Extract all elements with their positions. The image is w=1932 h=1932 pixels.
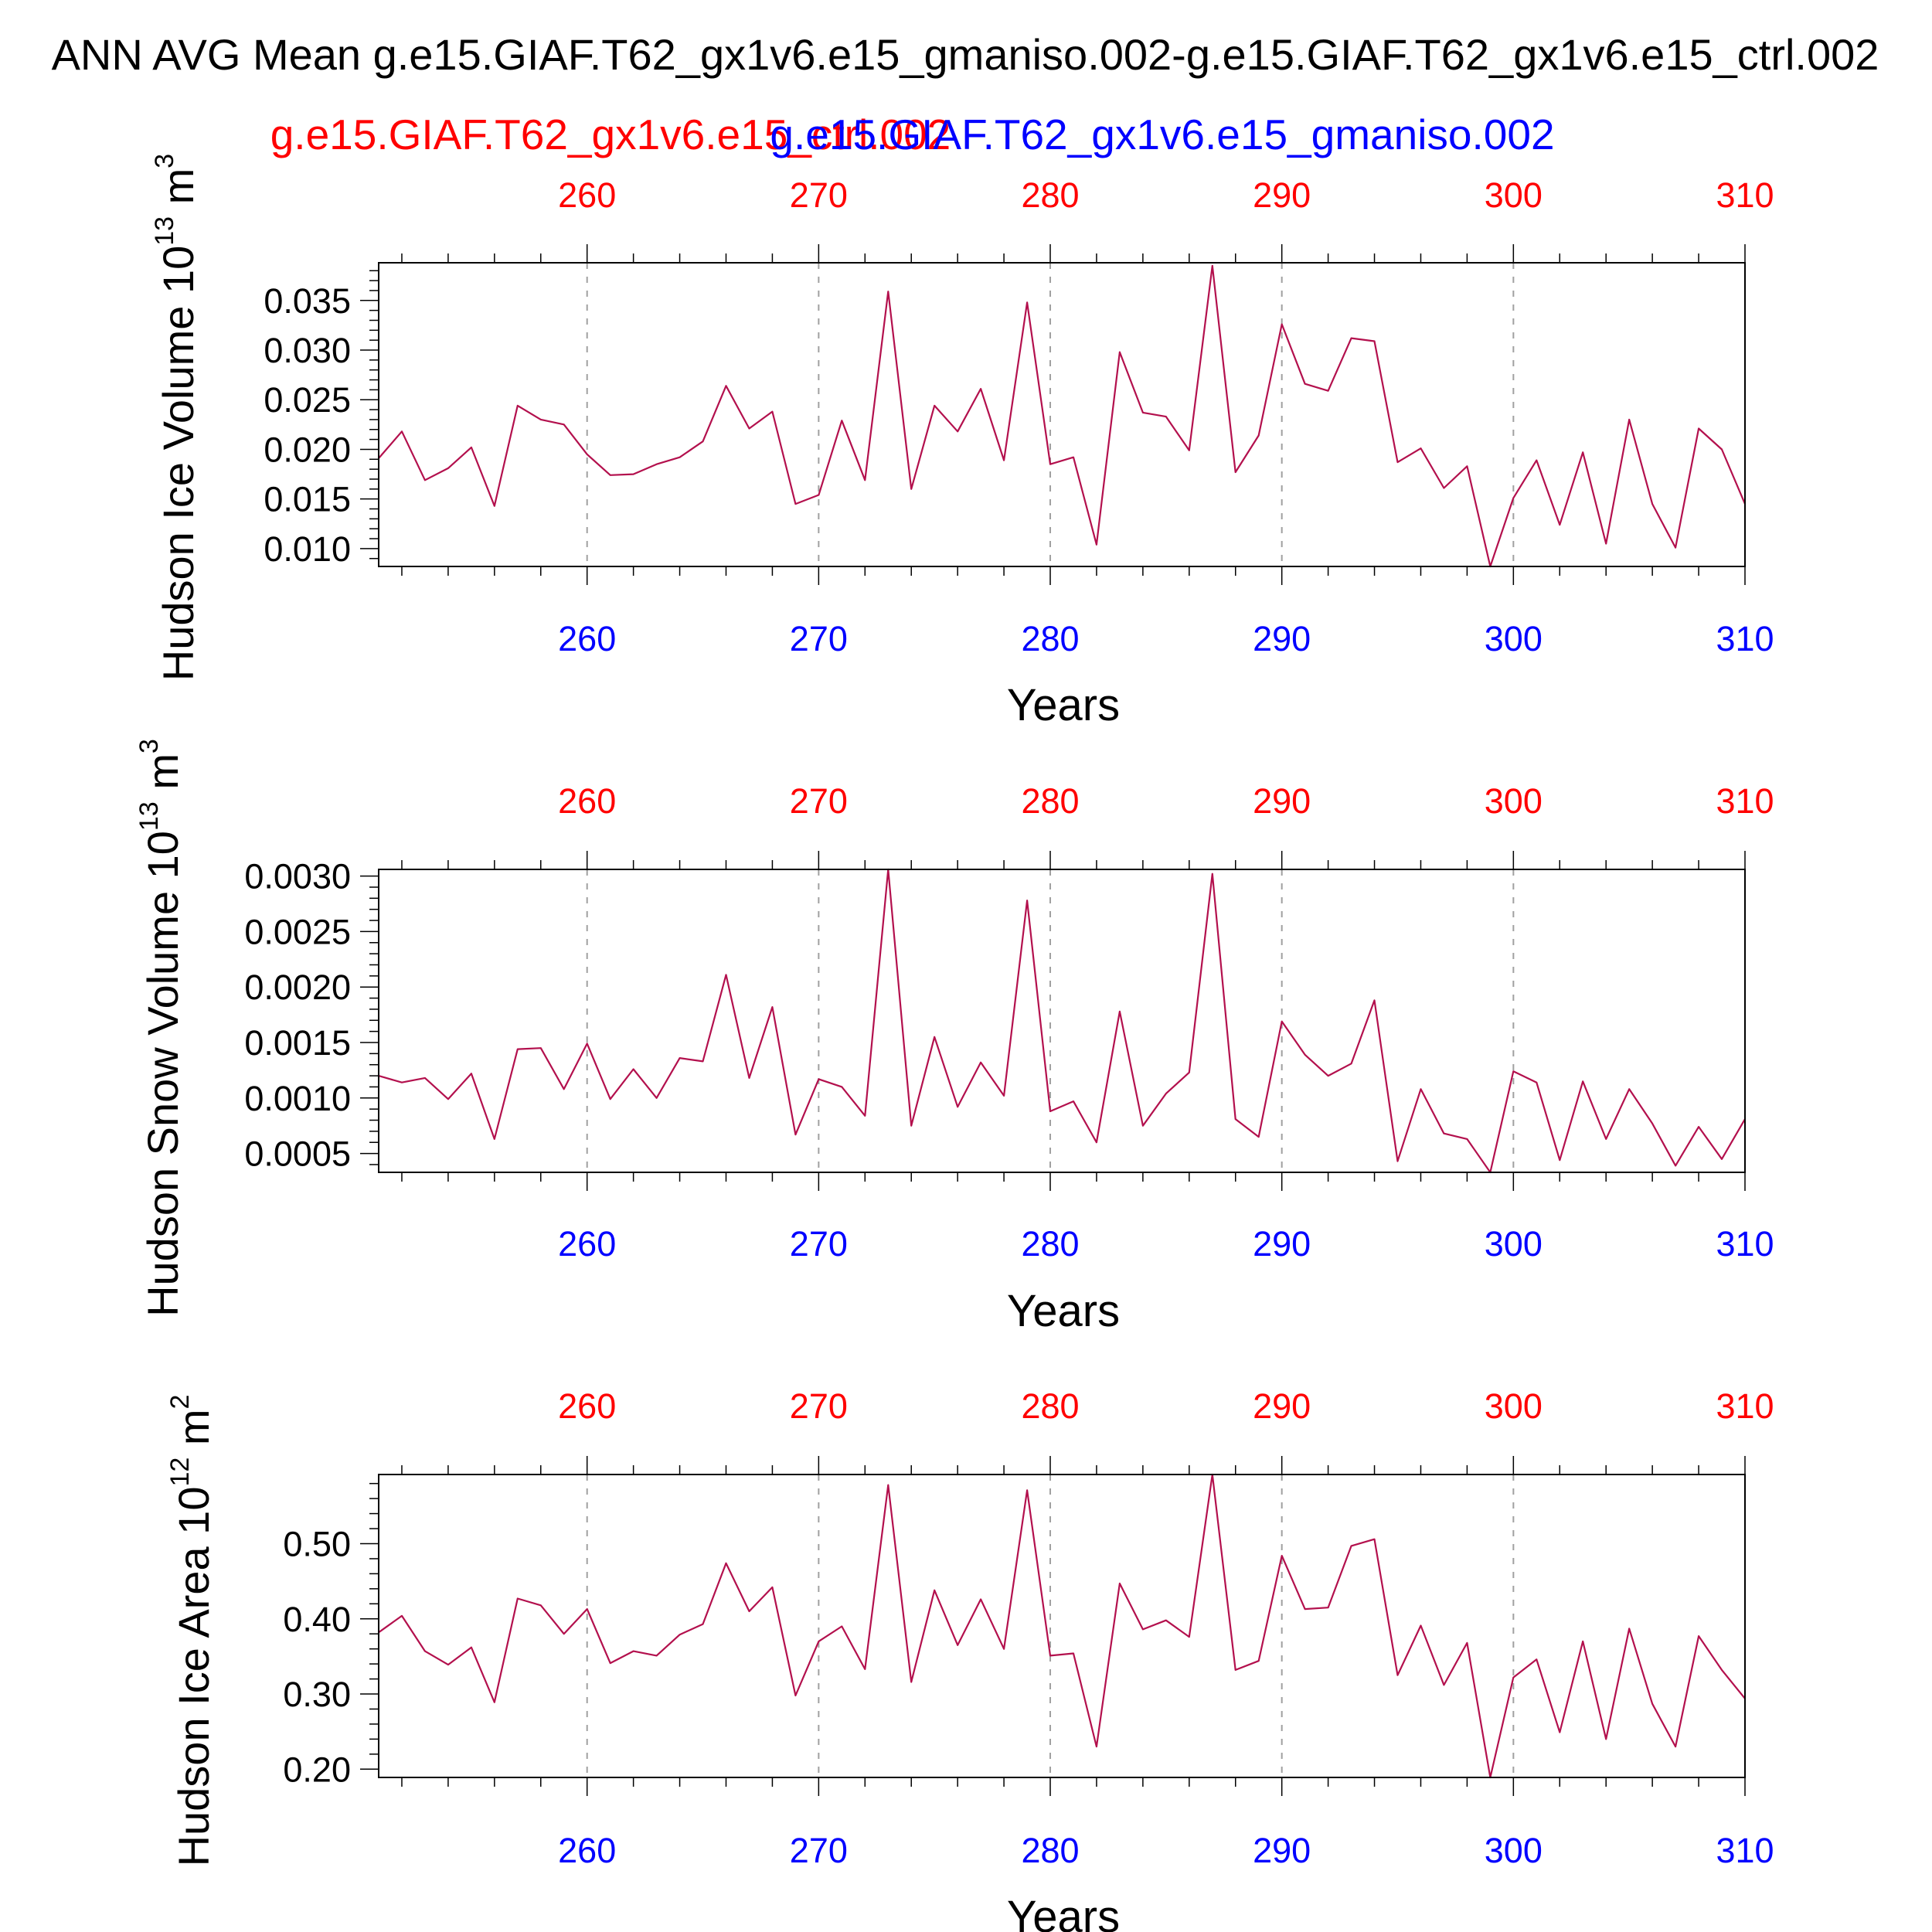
- x-tick-label-top: 300: [1485, 1386, 1543, 1426]
- y-tick-label: 0.0005: [244, 1134, 351, 1174]
- x-tick-label-bottom: 260: [558, 619, 616, 658]
- x-tick-label-top: 290: [1253, 1386, 1311, 1426]
- series-line: [378, 264, 1747, 568]
- y-tick-label: 0.50: [283, 1524, 351, 1563]
- y-tick-label: 0.20: [283, 1750, 351, 1789]
- x-tick-label-bottom: 300: [1485, 619, 1543, 658]
- x-tick-label-top: 260: [558, 1386, 616, 1426]
- x-tick-label-top: 310: [1716, 1386, 1774, 1426]
- x-tick-label-bottom: 290: [1253, 1224, 1311, 1264]
- x-tick-label-top: 310: [1716, 175, 1774, 215]
- x-tick-label-bottom: 280: [1021, 1831, 1079, 1870]
- series-line: [378, 868, 1746, 1174]
- x-tick-label-bottom: 280: [1021, 619, 1079, 658]
- x-tick-label-bottom: 310: [1716, 1831, 1774, 1870]
- x-tick-label-top: 290: [1253, 175, 1311, 215]
- x-tick-label-bottom: 270: [790, 1831, 848, 1870]
- panel-2: 0.0005 0.0010 0.0015 0.0020 0.0025 0.0030 260 2…: [134, 739, 1774, 1336]
- y-tick-label: 0.0010: [244, 1079, 351, 1118]
- x-tick-label-bottom: 310: [1716, 1224, 1774, 1264]
- x-tick-label-top: 270: [790, 1386, 848, 1426]
- x-tick-label-bottom: 260: [558, 1831, 616, 1870]
- x-axis-label: Years: [1007, 680, 1120, 730]
- x-tick-label-bottom: 300: [1485, 1224, 1543, 1264]
- y-tick-label: 0.0015: [244, 1023, 351, 1063]
- x-tick-label-top: 300: [1485, 781, 1543, 821]
- y-axis-label: Hudson Ice Volume 1013 m3: [150, 154, 202, 681]
- x-axis-label: Years: [1007, 1892, 1120, 1932]
- x-tick-label-top: 280: [1021, 1386, 1079, 1426]
- x-tick-label-bottom: 290: [1253, 619, 1311, 658]
- x-tick-label-bottom: 290: [1253, 1831, 1311, 1870]
- x-tick-label-bottom: 260: [558, 1224, 616, 1264]
- plot-frame: [378, 869, 1746, 1173]
- panel-1: 0.010 0.015 0.020 0.025 0.030 0.035 260 260 270 2…: [150, 154, 1774, 730]
- y-tick-label: 0.40: [283, 1600, 351, 1639]
- y-tick-label: 0.015: [264, 480, 351, 519]
- chart-title: ANN AVG Mean g.e15.GIAF.T62_gx1v6.e15_gm…: [52, 30, 1879, 79]
- x-tick-label-bottom: 280: [1021, 1224, 1079, 1264]
- series-line: [378, 1473, 1746, 1779]
- panels-group: 0.010 0.015 0.020 0.025 0.030 0.035 260 260 270 2…: [134, 154, 1774, 1932]
- x-tick-label-top: 270: [790, 781, 848, 821]
- y-tick-label: 0.0020: [244, 968, 351, 1007]
- x-axis-label: Years: [1007, 1286, 1120, 1336]
- panel-3: 0.20 0.30 0.40 0.50 260 260 270 270 280 280 290 290…: [165, 1386, 1774, 1932]
- y-tick-label: 0.030: [264, 331, 351, 370]
- x-tick-label-bottom: 310: [1716, 619, 1774, 658]
- x-tick-label-bottom: 270: [790, 1224, 848, 1264]
- x-tick-label-top: 280: [1021, 781, 1079, 821]
- x-tick-label-top: 270: [790, 175, 848, 215]
- x-tick-label-bottom: 270: [790, 619, 848, 658]
- y-axis-label: Hudson Ice Area 1012 m2: [165, 1395, 218, 1867]
- legend-case2-label: g.e15.GIAF.T62_gx1v6.e15_gmaniso.002: [770, 111, 1554, 158]
- plot-frame: [378, 262, 1746, 567]
- y-axis-label: Hudson Snow Volume 1013 m3: [134, 739, 187, 1317]
- legend-case1-label: g.e15.GIAF.T62_gx1v6.e15_ctrl.002: [270, 111, 951, 158]
- x-tick-label-top: 280: [1021, 175, 1079, 215]
- y-tick-label: 0.035: [264, 281, 351, 321]
- y-tick-label: 0.010: [264, 529, 351, 569]
- y-tick-label: 0.025: [264, 380, 351, 420]
- y-tick-label: 0.020: [264, 430, 351, 469]
- plot-frame: [378, 1474, 1746, 1778]
- x-tick-label-bottom: 300: [1485, 1831, 1543, 1870]
- y-tick-label: 0.30: [283, 1675, 351, 1714]
- y-tick-label: 0.0030: [244, 857, 351, 896]
- x-tick-label-top: 260: [558, 781, 616, 821]
- x-tick-label-top: 290: [1253, 781, 1311, 821]
- x-tick-label-top: 310: [1716, 781, 1774, 821]
- x-tick-label-top: 260: [558, 175, 616, 215]
- x-tick-label-top: 300: [1485, 175, 1543, 215]
- y-tick-label: 0.0025: [244, 912, 351, 951]
